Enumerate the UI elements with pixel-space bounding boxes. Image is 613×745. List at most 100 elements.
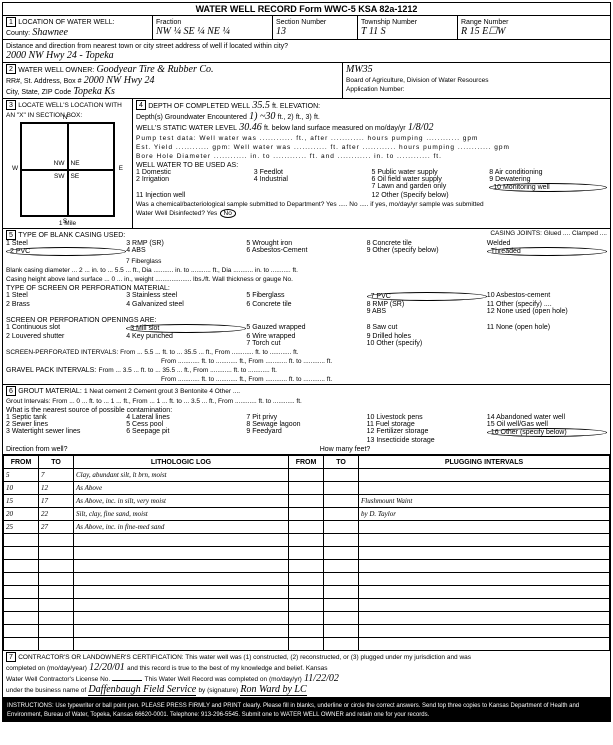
cell-to (39, 599, 74, 612)
elev-label: ft. ELEVATION: (272, 103, 320, 110)
cell-plug (359, 638, 610, 651)
cell-log: Silt, clay, fine sand, moist (74, 508, 289, 521)
cell-to (39, 612, 74, 625)
depth-title: DEPTH OF COMPLETED WELL (148, 103, 250, 110)
fraction-label: Fraction (156, 19, 181, 26)
casing-title: TYPE OF BLANK CASING USED: (18, 232, 125, 239)
ft3: ft., 3) (296, 114, 312, 121)
mat-2: 2 PVC (6, 247, 126, 256)
cert-2: completed on (mo/day/year) (6, 665, 87, 672)
screen-grid: 1 Steel 3 Stainless steel 5 Fiberglass 7… (6, 292, 607, 315)
c5: 5 Cess pool (126, 421, 246, 428)
cell-pto (324, 508, 359, 521)
use-1: 1 Domestic (136, 169, 254, 176)
cell-from: 5 (4, 469, 39, 482)
disinf-line: Water Well Disinfected? Yes (136, 210, 217, 217)
use-8: 8 Air conditioning (489, 169, 607, 176)
c14: 14 Abandoned water well (487, 414, 607, 421)
dir-w: W (12, 165, 18, 172)
c16: 16 Other (specify below) (487, 428, 607, 437)
use-10: 10 Monitoring well (489, 183, 607, 192)
cell-log: As Above, inc. in silt, very moist (74, 495, 289, 508)
c2: 2 Sewer lines (6, 421, 126, 428)
cell-pfrom (289, 495, 324, 508)
scr-3: 3 Stainless steel (126, 292, 246, 301)
depth-value: 35.5 (252, 100, 270, 111)
section-7: 7 CONTRACTOR'S OR LANDOWNER'S CERTIFICAT… (3, 651, 610, 698)
sig-label: by (signature) (198, 687, 238, 694)
cell-log: As Above, inc. in fine-med sand (74, 521, 289, 534)
township-label: Township Number (361, 19, 417, 26)
cert-5: This Water Well Record was completed on … (145, 676, 302, 683)
cell-pto (324, 599, 359, 612)
bore-line: Bore Hole Diameter ............ in. to .… (136, 153, 442, 160)
cell-pfrom (289, 573, 324, 586)
cell-pto (324, 547, 359, 560)
use-6: 6 Oil field water supply (372, 176, 490, 183)
range-value: R 15 E☐W (461, 26, 506, 37)
cell-from (4, 625, 39, 638)
mat-5: 5 Wrought iron (246, 240, 366, 247)
scr-4: 4 Galvanized steel (126, 301, 246, 308)
c11: 11 Fuel storage (367, 421, 487, 428)
cell-plug (359, 547, 610, 560)
table-row (4, 638, 610, 651)
cell-log (74, 560, 289, 573)
scr-11: 11 Other (specify) .... (487, 301, 607, 308)
use-5: 5 Public water supply (372, 169, 490, 176)
mw-value: MW35 (346, 64, 373, 75)
th-pfrom: FROM (289, 456, 324, 469)
cell-pfrom (289, 482, 324, 495)
q-sw: SW (54, 173, 64, 180)
cell-from (4, 534, 39, 547)
cell-plug (359, 534, 610, 547)
cell-pfrom (289, 534, 324, 547)
screen-title: TYPE OF SCREEN OR PERFORATION MATERIAL: (6, 285, 170, 292)
cell-log: As Above (74, 482, 289, 495)
cell-pto (324, 638, 359, 651)
table-row (4, 586, 610, 599)
addr-label: Distance and direction from nearest town… (6, 43, 288, 50)
cell-pfrom (289, 625, 324, 638)
water-well-record-form: WATER WELL RECORD Form WWC-5 KSA 82a-121… (2, 2, 611, 722)
section-5: 5 TYPE OF BLANK CASING USED: CASING JOIN… (3, 229, 610, 385)
use-9: 9 Dewatering (489, 176, 607, 183)
chem-line: Was a chemical/bacteriological sample su… (136, 201, 484, 208)
cell-to (39, 560, 74, 573)
addr-value: 2000 NW Hwy 24 - Topeka (6, 50, 114, 61)
table-header-row: FROM TO LITHOLOGIC LOG FROM TO PLUGGING … (4, 456, 610, 469)
table-row: 20 22 Silt, clay, fine sand, moist by D.… (4, 508, 610, 521)
section-1: 1 LOCATION OF WATER WELL: County: Shawne… (3, 16, 610, 40)
c10: 10 Livestock pens (367, 414, 487, 421)
ge1-value: 1) ~30 (249, 111, 275, 122)
c4: 4 Lateral lines (126, 414, 246, 421)
cell-from: 15 (4, 495, 39, 508)
ft2: ft., 2) (278, 114, 294, 121)
dir-n: N (63, 114, 68, 121)
cell-log (74, 612, 289, 625)
gravel-2: From ............ ft. to ............ ft… (161, 376, 332, 383)
box-3: 3 (6, 100, 16, 110)
casing-grid: 1 Steel 3 RMP (SR) 5 Wrought iron 8 Conc… (6, 240, 607, 256)
cell-pfrom (289, 508, 324, 521)
dir-e: E (119, 165, 123, 172)
cell-log (74, 547, 289, 560)
cell-pfrom (289, 547, 324, 560)
scr-6: 6 Concrete tile (246, 301, 366, 308)
table-row (4, 534, 610, 547)
section-3-4: 3 LOCATE WELL'S LOCATION WITH AN "X" IN … (3, 99, 610, 229)
cell-to: 22 (39, 508, 74, 521)
cert-date2: 11/22/02 (304, 673, 339, 684)
table-row (4, 573, 610, 586)
c13: 13 Insecticide storage (367, 437, 487, 444)
rr-value: 2000 NW Hwy 24 (84, 75, 155, 86)
cell-pto (324, 534, 359, 547)
cell-log: Clay, abundant silt, lt brn, moist (74, 469, 289, 482)
cell-from (4, 638, 39, 651)
mat-8: 8 Concrete tile (367, 240, 487, 247)
cell-plug (359, 521, 610, 534)
cell-pto (324, 612, 359, 625)
box-5: 5 (6, 230, 16, 240)
scr-9: 9 ABS (367, 308, 487, 315)
cell-to: 27 (39, 521, 74, 534)
